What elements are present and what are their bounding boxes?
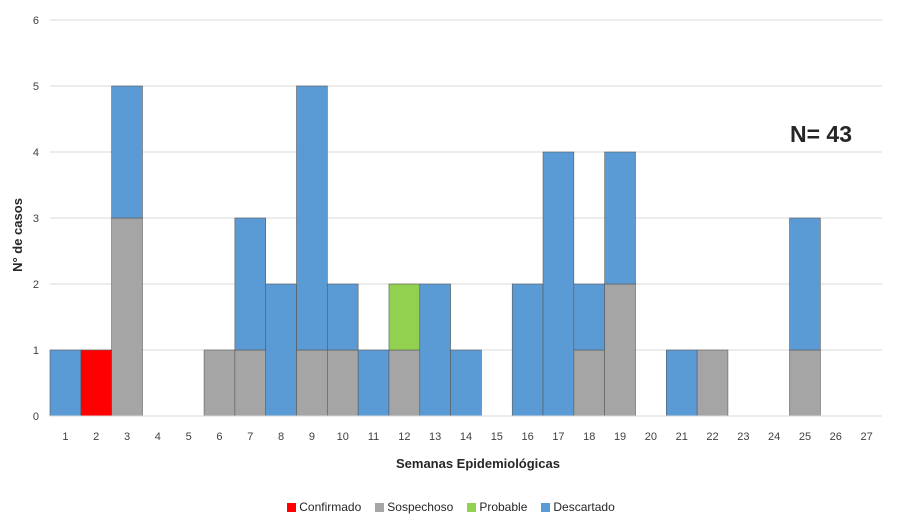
x-tick-label: 4 xyxy=(155,431,161,443)
legend-item: Sospechoso xyxy=(375,500,453,514)
bar-segment xyxy=(80,349,112,417)
x-tick-label: 25 xyxy=(799,431,811,443)
x-tick-labels: 1 2 3 4 5 6 7 8 9 10 11 12 13 14 15 16 17 18 19 20 21 22 23 24 2… xyxy=(62,431,872,443)
y-tick-label: 0 xyxy=(33,411,39,423)
x-tick-label: 5 xyxy=(186,431,192,443)
x-tick-label: 23 xyxy=(737,431,749,443)
bar-segment xyxy=(604,283,636,417)
y-tick-labels: 0 1 2 3 4 5 6 xyxy=(33,15,39,423)
bar-segment xyxy=(111,217,143,417)
bar-segment xyxy=(665,349,698,417)
legend-swatch xyxy=(375,502,385,512)
bar-segment xyxy=(111,85,143,219)
bars xyxy=(49,85,821,417)
x-tick-label: 9 xyxy=(309,431,315,443)
x-tick-label: 14 xyxy=(460,431,472,443)
bar-segment xyxy=(573,349,605,417)
y-tick-label: 3 xyxy=(33,213,39,225)
x-tick-label: 22 xyxy=(706,431,718,443)
x-tick-label: 10 xyxy=(337,431,349,443)
x-tick-label: 11 xyxy=(368,431,379,443)
bar-segment xyxy=(234,217,267,351)
legend-label: Confirmado xyxy=(299,500,362,514)
x-tick-label: 6 xyxy=(216,431,222,443)
x-tick-label: 18 xyxy=(583,431,595,443)
bar-segment xyxy=(327,283,359,351)
bar-segment xyxy=(511,283,544,417)
bar-segment xyxy=(789,217,821,351)
bar-segment xyxy=(604,151,636,285)
x-tick-label: 13 xyxy=(429,431,441,443)
bar-segment xyxy=(296,85,328,351)
x-tick-label: 20 xyxy=(645,431,657,443)
bar-segment xyxy=(573,283,605,351)
bar-segment xyxy=(696,349,729,417)
bar-segment xyxy=(327,349,359,417)
x-tick-label: 3 xyxy=(124,431,130,443)
x-tick-label: 2 xyxy=(93,431,99,443)
x-tick-label: 27 xyxy=(860,431,872,443)
x-tick-label: 24 xyxy=(768,431,780,443)
x-axis-title: Semanas Epidemiológicas xyxy=(396,456,560,471)
bar-segment xyxy=(789,349,821,417)
gridlines xyxy=(50,19,882,351)
bar-segment xyxy=(450,349,482,417)
bar-segment xyxy=(357,349,390,417)
bar-segment xyxy=(542,151,575,417)
x-tick-label: 12 xyxy=(398,431,410,443)
legend-label: Descartado xyxy=(553,500,615,514)
x-tick-label: 26 xyxy=(830,431,842,443)
y-tick-label: 5 xyxy=(33,81,39,93)
x-tick-label: 16 xyxy=(522,431,534,443)
legend-label: Sospechoso xyxy=(387,500,454,514)
bar-segment xyxy=(388,283,421,351)
x-tick-label: 1 xyxy=(62,431,68,443)
legend-label: Probable xyxy=(479,500,528,514)
bar-segment xyxy=(419,283,451,417)
x-tick-label: 17 xyxy=(552,431,564,443)
y-axis-title: N° de casos xyxy=(10,198,25,272)
bar-segment xyxy=(49,349,82,417)
legend-swatch xyxy=(541,502,551,512)
legend-item: Descartado xyxy=(541,500,615,514)
y-tick-label: 2 xyxy=(33,279,39,291)
x-tick-label: 21 xyxy=(676,431,688,443)
bar-segment xyxy=(203,349,236,417)
y-tick-label: 1 xyxy=(33,345,39,357)
legend-item: Probable xyxy=(467,500,527,514)
legend-swatch xyxy=(467,502,477,512)
x-tick-label: 8 xyxy=(278,431,284,443)
y-tick-label: 6 xyxy=(33,15,39,27)
legend-item: Confirmado xyxy=(287,500,361,514)
bar-segment xyxy=(296,349,328,417)
x-tick-label: 19 xyxy=(614,431,626,443)
x-tick-label: 7 xyxy=(247,431,253,443)
legend-swatch xyxy=(287,502,297,512)
bar-segment xyxy=(388,349,421,417)
y-tick-label: 4 xyxy=(33,147,39,159)
sample-size-annotation: N= 43 xyxy=(790,121,852,147)
x-tick-label: 15 xyxy=(491,431,503,443)
bar-segment xyxy=(265,283,297,417)
legend: Confirmado Sospechoso Probable Descartado xyxy=(0,500,902,514)
bar-segment xyxy=(234,349,267,417)
